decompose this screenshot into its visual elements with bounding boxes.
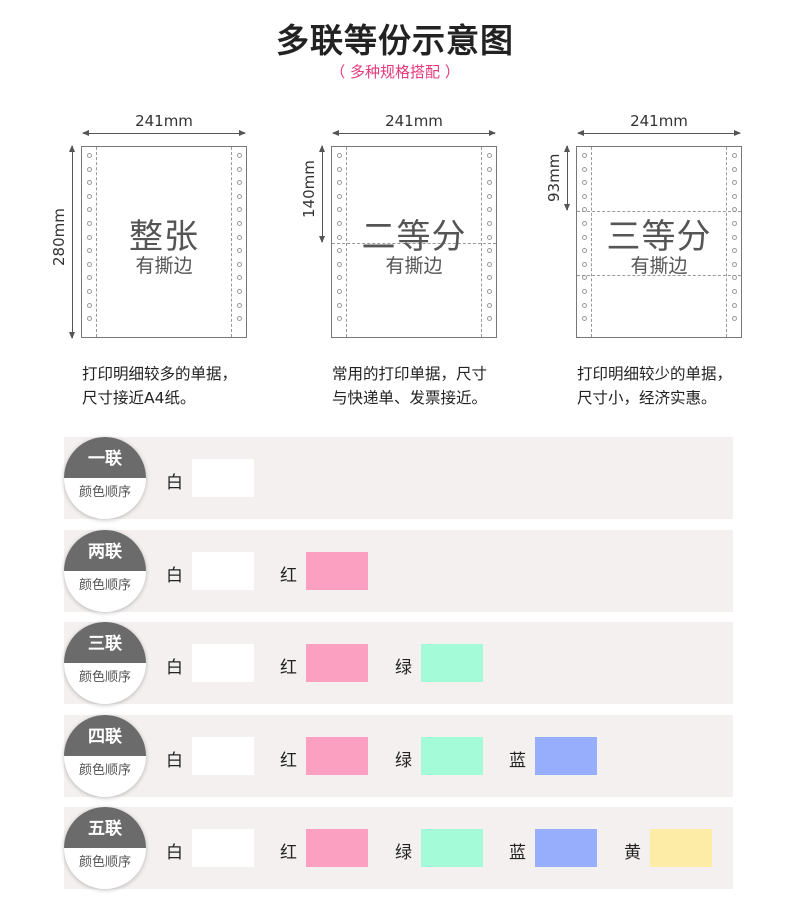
color-swatch: [192, 829, 254, 867]
color-row-3: 三联 颜色顺序 白 红 绿: [64, 622, 733, 704]
color-swatch: [306, 644, 368, 682]
color-name: 红: [280, 751, 297, 771]
format-name: 三等分: [606, 217, 712, 257]
tear-line: [577, 211, 741, 212]
paper-sheet: 整张 有撕边: [81, 146, 247, 338]
color-swatch: [421, 737, 483, 775]
ply-caption: 颜色顺序: [78, 670, 131, 685]
color-swatch: [650, 829, 712, 867]
width-label: 241mm: [385, 112, 443, 130]
format-name: 整张: [129, 217, 199, 257]
color-name: 蓝: [509, 751, 526, 771]
width-arrow: [82, 130, 246, 136]
paper-sheet: 二等分 有撕边: [331, 146, 497, 338]
color-swatch: [535, 829, 597, 867]
height-arrow: [564, 145, 570, 211]
diagram-description: 打印明细较多的单据， 尺寸接近A4纸。: [82, 365, 238, 407]
right-punch-strip: [481, 147, 496, 337]
width-label: 241mm: [135, 112, 193, 130]
color-swatch: [421, 644, 483, 682]
height-arrow: [319, 145, 325, 243]
left-punch-strip: [332, 147, 347, 337]
color-name: 黄: [624, 843, 641, 863]
height-label: 280mm: [50, 208, 68, 266]
page-title: 多联等份示意图: [276, 21, 514, 60]
ply-badge: 两联 颜色顺序: [64, 530, 146, 612]
width-label: 241mm: [630, 112, 688, 130]
format-note: 有撕边: [135, 255, 193, 277]
color-row-4: 四联 颜色顺序 白 红 绿 蓝: [64, 715, 733, 797]
ply-badge: 五联 颜色顺序: [64, 807, 146, 889]
color-swatch: [306, 737, 368, 775]
color-name: 白: [166, 658, 183, 678]
ply-caption: 颜色顺序: [78, 578, 131, 593]
height-arrow: [69, 145, 75, 339]
height-label: 140mm: [300, 160, 318, 218]
ply-badge: 三联 颜色顺序: [64, 622, 146, 704]
color-name: 白: [166, 473, 183, 493]
width-arrow: [332, 130, 496, 136]
paper-sheet: 三等分 有撕边: [576, 146, 742, 338]
format-note: 有撕边: [385, 255, 443, 277]
color-name: 绿: [395, 751, 412, 771]
color-name: 白: [166, 843, 183, 863]
ply-badge: 四联 颜色顺序: [64, 715, 146, 797]
diagram-description: 打印明细较少的单据， 尺寸小，经济实惠。: [577, 365, 733, 407]
color-swatch: [192, 737, 254, 775]
ply-caption: 颜色顺序: [78, 485, 131, 500]
color-swatch: [306, 552, 368, 590]
ply-count: 四联: [64, 715, 146, 756]
format-note: 有撕边: [630, 255, 688, 277]
page-subtitle: （ 多种规格搭配 ）: [330, 63, 460, 81]
color-name: 红: [280, 843, 297, 863]
tear-line: [577, 275, 741, 276]
color-row-1: 一联 颜色顺序 白: [64, 437, 733, 519]
width-arrow: [577, 130, 741, 136]
color-swatch: [306, 829, 368, 867]
color-swatch: [535, 737, 597, 775]
ply-caption: 颜色顺序: [78, 763, 131, 778]
color-swatch: [192, 459, 254, 497]
color-name: 白: [166, 566, 183, 586]
ply-badge: 一联 颜色顺序: [64, 437, 146, 519]
height-label: 93mm: [545, 153, 563, 202]
color-name: 红: [280, 658, 297, 678]
color-row-5: 五联 颜色顺序 白 红 绿 蓝 黄: [64, 807, 733, 889]
color-swatch: [192, 552, 254, 590]
color-name: 红: [280, 566, 297, 586]
color-swatch: [192, 644, 254, 682]
ply-count: 三联: [64, 622, 146, 663]
right-punch-strip: [726, 147, 741, 337]
color-swatch: [421, 829, 483, 867]
ply-caption: 颜色顺序: [78, 855, 131, 870]
tear-line: [332, 243, 496, 244]
format-name: 二等分: [361, 217, 467, 257]
color-name: 绿: [395, 843, 412, 863]
ply-count: 一联: [64, 437, 146, 478]
diagram-full-sheet: 241mm 280mm 整张 有撕边: [50, 106, 290, 416]
color-name: 白: [166, 751, 183, 771]
left-punch-strip: [82, 147, 97, 337]
diagram-half-sheet: 241mm 140mm 二等分 有撕边: [300, 106, 540, 416]
color-row-2: 两联 颜色顺序 白 红: [64, 530, 733, 612]
color-name: 绿: [395, 658, 412, 678]
diagram-description: 常用的打印单据，尺寸 与快递单、发票接近。: [332, 365, 488, 407]
ply-count: 五联: [64, 807, 146, 848]
right-punch-strip: [231, 147, 246, 337]
ply-count: 两联: [64, 530, 146, 571]
color-name: 蓝: [509, 843, 526, 863]
diagram-third-sheet: 241mm 93mm 三等分 有撕边: [545, 106, 785, 416]
